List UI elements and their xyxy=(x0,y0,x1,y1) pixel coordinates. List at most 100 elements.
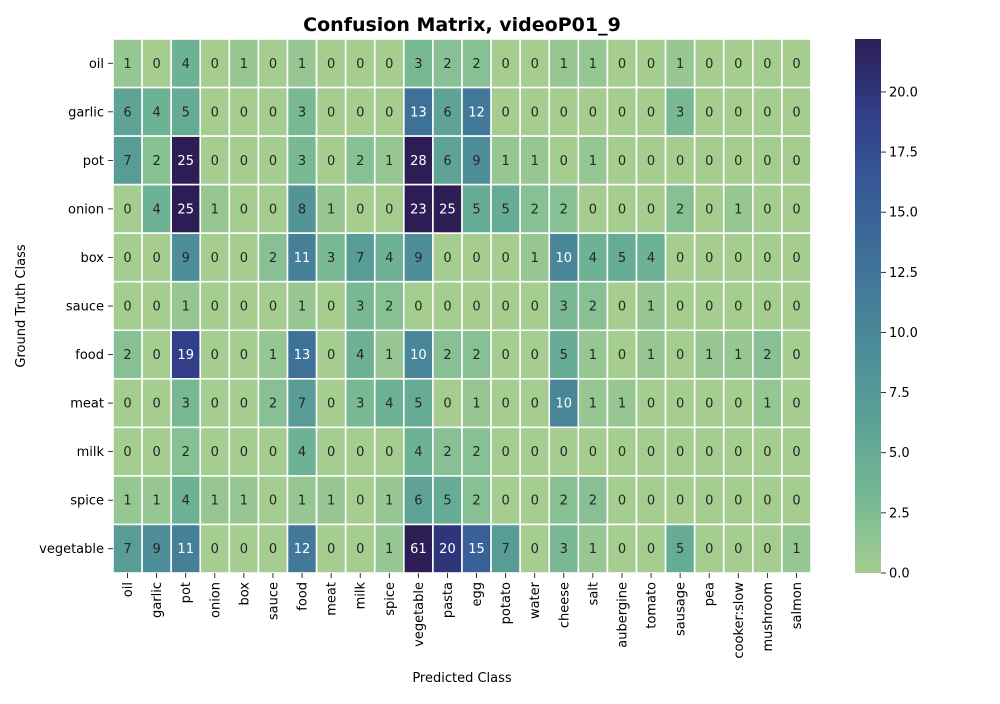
cell-value-label: 0 xyxy=(501,105,509,120)
cell-value-label: 1 xyxy=(240,494,248,509)
cell-value-label: 5 xyxy=(182,105,190,120)
cell-value-label: 1 xyxy=(734,202,742,217)
cell-value-label: 1 xyxy=(647,300,655,315)
colorbar-tick-label: 17.5 xyxy=(889,146,918,161)
heatmap-cell xyxy=(635,426,667,477)
cell-value-label: 13 xyxy=(294,348,311,363)
x-tick-label: potato xyxy=(499,582,514,624)
heatmap-cell xyxy=(490,426,521,477)
heatmap-cell xyxy=(141,426,172,477)
cell-value-label: 9 xyxy=(414,251,422,266)
cell-value-label: 0 xyxy=(705,105,713,120)
y-tick-label: onion xyxy=(68,202,104,217)
cell-value-label: 0 xyxy=(618,300,626,315)
cell-value-label: 0 xyxy=(240,251,248,266)
cell-value-label: 2 xyxy=(123,348,131,363)
cell-value-label: 2 xyxy=(385,300,393,315)
cell-value-label: 0 xyxy=(152,348,160,363)
cell-value-label: 1 xyxy=(152,494,160,509)
heatmap-cell xyxy=(141,232,172,283)
cell-value-label: 0 xyxy=(763,154,771,169)
x-tick-label: water xyxy=(528,581,543,619)
cell-value-label: 0 xyxy=(531,105,539,120)
y-tick-label: sauce xyxy=(66,300,104,315)
heatmap-cell xyxy=(606,475,638,526)
cell-value-label: 0 xyxy=(589,445,597,460)
cell-value-label: 0 xyxy=(501,251,509,266)
cell-value-label: 0 xyxy=(327,445,335,460)
cell-value-label: 5 xyxy=(443,494,451,509)
cell-value-label: 3 xyxy=(560,542,568,557)
x-axis-ticks: oil garlic pot onion box sauce food meat milk spi… xyxy=(121,573,805,659)
cell-value-label: 0 xyxy=(356,57,364,72)
heatmap-cell xyxy=(548,329,580,380)
cell-value-label: 0 xyxy=(676,251,684,266)
heatmap-cell xyxy=(286,183,318,234)
cell-value-label: 1 xyxy=(385,494,393,509)
colorbar: 0.0 2.5 5.0 7.5 10.0 12.5 15.0 17.5 20.0 xyxy=(855,39,918,582)
heatmap-cell xyxy=(722,426,754,477)
cell-value-label: 0 xyxy=(501,300,509,315)
heatmap-cells xyxy=(112,38,812,574)
heatmap-cell xyxy=(752,523,783,574)
heatmap-cell xyxy=(722,86,754,137)
x-axis-label: Predicted Class xyxy=(412,671,512,686)
cell-value-label: 23 xyxy=(410,202,427,217)
heatmap-cell xyxy=(257,135,289,186)
heatmap-cell xyxy=(635,183,667,234)
cell-value-label: 6 xyxy=(414,494,422,509)
cell-value-label: 0 xyxy=(123,397,131,412)
cell-value-label: 0 xyxy=(240,397,248,412)
heatmap-cell xyxy=(635,38,667,89)
cell-value-label: 3 xyxy=(182,397,190,412)
cell-value-label: 0 xyxy=(705,300,713,315)
cell-value-label: 0 xyxy=(269,154,277,169)
heatmap-cell xyxy=(257,232,289,283)
colorbar-tick-label: 15.0 xyxy=(889,206,918,221)
cell-value-label: 3 xyxy=(356,397,364,412)
cell-value-label: 0 xyxy=(618,542,626,557)
cell-value-label: 0 xyxy=(792,397,800,412)
cell-value-label: 2 xyxy=(443,57,451,72)
cell-value-label: 0 xyxy=(385,445,393,460)
cell-value-label: 1 xyxy=(589,154,597,169)
heatmap-cell xyxy=(432,86,463,137)
heatmap-cell xyxy=(664,378,696,429)
cell-value-label: 1 xyxy=(705,348,713,363)
cell-value-label: 0 xyxy=(676,397,684,412)
cell-value-label: 0 xyxy=(152,57,160,72)
cell-value-label: 0 xyxy=(356,542,364,557)
cell-value-label: 0 xyxy=(269,494,277,509)
cell-value-label: 0 xyxy=(763,57,771,72)
cell-value-label: 0 xyxy=(705,494,713,509)
cell-value-label: 0 xyxy=(211,251,219,266)
cell-value-label: 0 xyxy=(443,397,451,412)
cell-value-label: 4 xyxy=(356,348,364,363)
y-axis-label: Ground Truth Class xyxy=(14,244,29,367)
heatmap-cell xyxy=(432,232,463,283)
cell-value-label: 0 xyxy=(531,542,539,557)
cell-value-label: 0 xyxy=(705,397,713,412)
x-tick-label: salt xyxy=(586,582,601,605)
cell-value-label: 3 xyxy=(356,300,364,315)
heatmap-cell xyxy=(664,232,696,283)
cell-value-label: 2 xyxy=(269,251,277,266)
cell-value-label: 0 xyxy=(647,397,655,412)
heatmap-cell xyxy=(344,280,376,332)
cell-value-label: 1 xyxy=(531,251,539,266)
heatmap-cell xyxy=(519,426,551,477)
y-tick-label: vegetable xyxy=(39,542,104,557)
y-tick-label: box xyxy=(81,251,105,266)
cell-value-label: 0 xyxy=(647,154,655,169)
heatmap-cell xyxy=(344,475,376,526)
heatmap-cell xyxy=(257,523,289,574)
heatmap-cell xyxy=(693,523,725,574)
cell-value-label: 0 xyxy=(327,542,335,557)
cell-value-label: 2 xyxy=(589,300,597,315)
cell-value-label: 10 xyxy=(410,348,427,363)
cell-value-label: 4 xyxy=(182,57,190,72)
heatmap-cell xyxy=(752,280,783,332)
heatmap-cell xyxy=(403,280,434,332)
heatmap-cell xyxy=(693,135,725,186)
heatmap-cell xyxy=(461,86,492,137)
